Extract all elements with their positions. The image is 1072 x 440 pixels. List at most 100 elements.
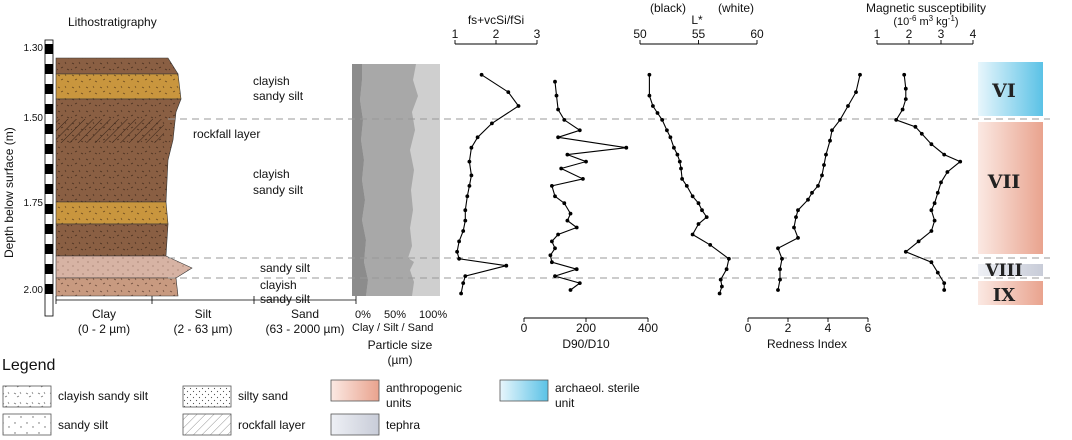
legend-label: clayish sandy silt xyxy=(58,389,149,403)
d90-data-point xyxy=(574,267,579,272)
d90-data-point xyxy=(556,107,560,112)
magsus-data-point xyxy=(942,281,947,285)
lstar-data-point xyxy=(647,93,652,98)
magsus-data-point xyxy=(902,72,907,77)
unit-vi-box xyxy=(978,62,1043,116)
fs-data-point xyxy=(469,145,474,150)
lstar-data-point xyxy=(680,177,684,181)
grain-column-range: (2 - 63 µm) xyxy=(174,322,233,336)
lstar-data-point xyxy=(708,243,713,247)
fs-data-point xyxy=(455,249,459,254)
particle-size-tick: 0% xyxy=(355,309,371,321)
d90-data-point xyxy=(550,260,554,265)
fs-data-point xyxy=(475,135,480,140)
lstar-tick-label: 55 xyxy=(692,27,706,41)
lstar-data-point xyxy=(655,111,660,115)
lstar-data-point xyxy=(660,118,665,122)
legend-swatch-sterile xyxy=(499,379,549,402)
redness-tick-label: 4 xyxy=(825,321,832,335)
magsus-data-point xyxy=(945,170,950,174)
particle-size-clay-fraction xyxy=(352,64,368,296)
redness-data-point xyxy=(778,267,782,272)
grain-size-axis xyxy=(55,296,357,304)
fs-data-point xyxy=(469,173,474,178)
lstar-data-point xyxy=(675,152,680,157)
legend-label: unit xyxy=(555,396,575,410)
magsus-data-point xyxy=(913,124,918,129)
litho-label-upper: clayish xyxy=(253,74,290,88)
lstar-data-point xyxy=(704,215,709,220)
litho-column xyxy=(55,57,193,297)
particle-size-panel: 0% 50% 100% Clay / Silt / Sand Particle … xyxy=(352,64,447,367)
legend-title: Legend xyxy=(2,357,55,374)
lstar-annotation-white: (white) xyxy=(718,1,754,15)
d90-data-point xyxy=(556,232,560,237)
redness-data-point xyxy=(796,236,800,240)
lithostratigraphy-panel: Lithostratigraphy Depth below surface (m… xyxy=(2,15,357,336)
magsus-data-point xyxy=(903,97,908,101)
redness-tick-label: 6 xyxy=(865,321,872,335)
legend-label: rockfall layer xyxy=(238,418,305,432)
legend-swatch-hatch xyxy=(182,413,232,436)
d90-data-point xyxy=(577,128,582,133)
depth-tick-label: 1.75 xyxy=(24,198,44,209)
redness-data-point xyxy=(776,246,780,251)
redness-data-point xyxy=(794,215,798,220)
unit-vii-box xyxy=(978,122,1043,254)
magsus-data-point xyxy=(942,152,947,157)
fs-data-point xyxy=(459,291,463,296)
magsus-tick-label: 4 xyxy=(970,27,977,41)
litho-label-rockfall: rockfall layer xyxy=(193,127,260,141)
unit-rockfall-zone xyxy=(55,98,182,203)
magsus-tick-label: 1 xyxy=(874,27,881,41)
magsus-data-point xyxy=(900,107,905,112)
d90-data-point xyxy=(574,225,579,230)
legend-swatch-stipple xyxy=(2,385,52,408)
lstar-data-point xyxy=(690,194,695,199)
d90-data-point xyxy=(568,288,573,292)
d90-data-point xyxy=(553,194,557,199)
lstar-annotation-black: (black) xyxy=(650,1,686,15)
redness-data-point xyxy=(816,184,820,188)
d90-data-point xyxy=(553,246,557,251)
legend-label: silty sand xyxy=(238,389,288,403)
particle-size-sublabel: Clay / Silt / Sand xyxy=(352,322,433,334)
lstar-data-point xyxy=(700,208,704,213)
d90-data-point xyxy=(550,239,554,244)
grain-column-name: Sand xyxy=(291,307,319,321)
redness-data-point xyxy=(810,190,814,195)
magsus-data-point xyxy=(935,190,940,195)
grain-column-range: (63 - 2000 µm) xyxy=(266,322,345,336)
litho-label-upper: sandy silt xyxy=(253,89,304,103)
lstar-series-line xyxy=(648,74,730,294)
legend-swatch-tephra xyxy=(330,413,380,436)
unit-label: VI xyxy=(991,80,1016,102)
redness-tick-label: 2 xyxy=(785,321,792,335)
magsus-data-point xyxy=(929,229,934,233)
rockfall-hatch xyxy=(56,119,164,143)
legend-label: archaeol. sterile xyxy=(555,381,640,395)
unit-label: VII xyxy=(987,171,1021,193)
redness-data-point xyxy=(820,173,824,178)
fs-data-point xyxy=(467,184,472,188)
d90-axis-title: D90/D10 xyxy=(562,337,610,351)
magsus-data-point xyxy=(919,131,924,136)
unit-lower-clayish-sandy-silt xyxy=(55,277,179,297)
redness-data-point xyxy=(796,208,800,213)
unit-middle-clayish-sandy-silt xyxy=(55,223,169,257)
redness-data-point xyxy=(780,256,784,261)
magsus-axis-title: Magnetic susceptibility xyxy=(866,1,986,15)
particle-size-tick: 100% xyxy=(419,309,447,321)
unit-boundary-lines xyxy=(168,118,1050,279)
d90-data-point xyxy=(556,135,560,140)
magsus-data-point xyxy=(929,260,934,265)
redness-axis-title: Redness Index xyxy=(767,337,847,351)
depth-axis-label: Depth below surface (m) xyxy=(2,127,16,258)
litho-label-sandy-silt: sandy silt xyxy=(260,261,311,275)
fs-series-line xyxy=(456,74,520,294)
redness-data-point xyxy=(778,277,782,282)
legend-label: sandy silt xyxy=(58,418,109,432)
lstar-data-point xyxy=(696,222,701,226)
redness-data-point xyxy=(858,72,862,77)
